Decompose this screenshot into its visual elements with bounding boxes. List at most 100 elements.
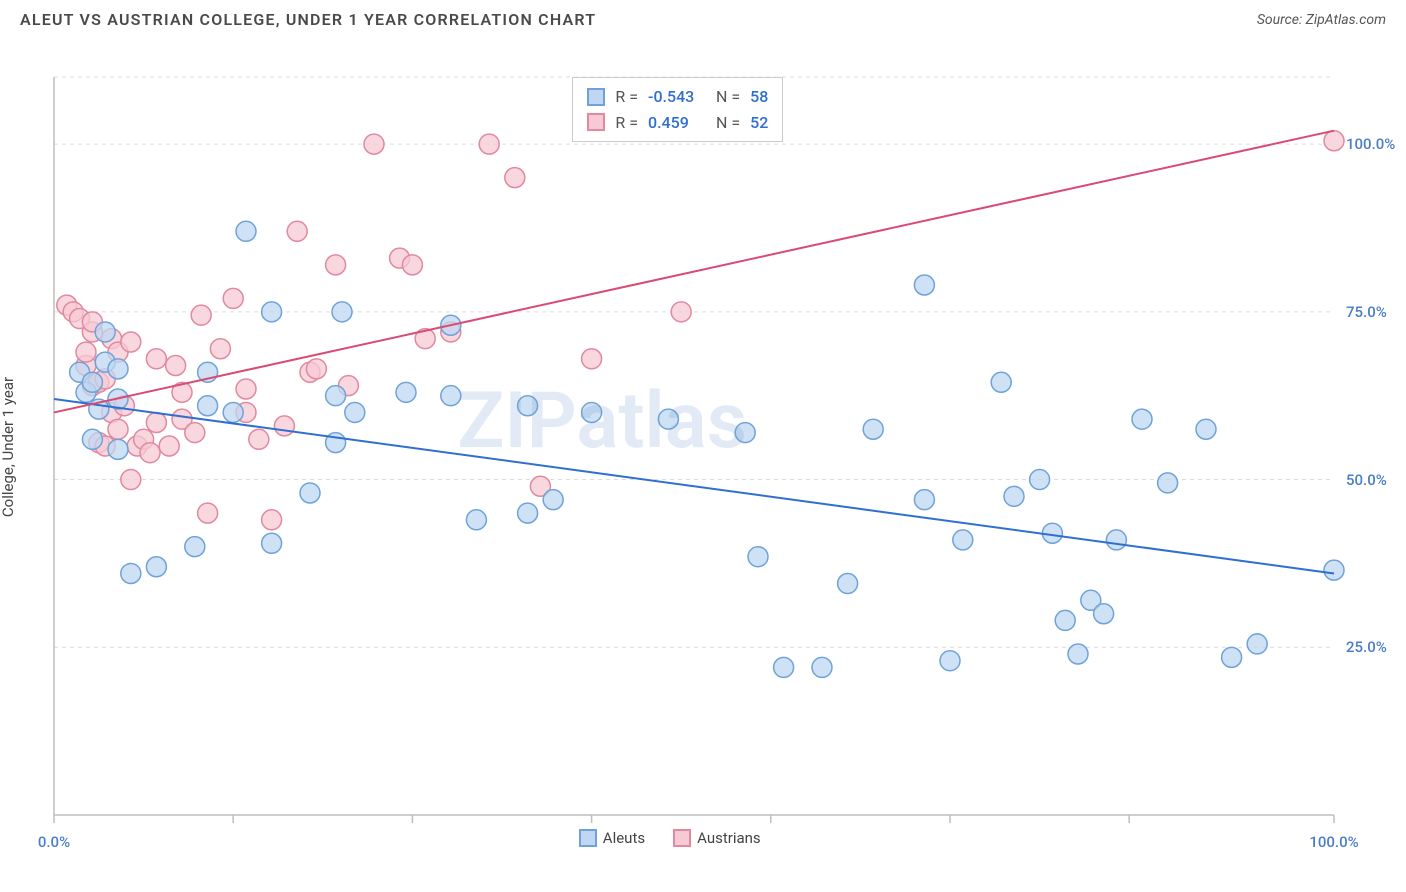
data-point	[479, 134, 499, 154]
data-point	[121, 470, 141, 490]
data-point	[82, 372, 102, 392]
data-point	[914, 490, 934, 510]
data-point	[863, 419, 883, 439]
data-point	[146, 349, 166, 369]
legend-label: Austrians	[697, 829, 761, 847]
data-point	[466, 510, 486, 530]
stats-n-value: 52	[750, 110, 768, 136]
data-point	[582, 349, 602, 369]
data-point	[262, 533, 282, 553]
data-point	[121, 332, 141, 352]
legend: Aleuts Austrians	[579, 829, 761, 847]
data-point	[326, 386, 346, 406]
data-point	[671, 302, 691, 322]
stats-row: R =-0.543N =58	[587, 84, 768, 110]
data-point	[121, 563, 141, 583]
stats-r-label: R =	[615, 110, 638, 136]
data-point	[1106, 530, 1126, 550]
legend-swatch	[673, 829, 691, 847]
data-point	[441, 386, 461, 406]
data-point	[543, 490, 563, 510]
y-tick-label: 75.0%	[1346, 303, 1387, 321]
stats-r-value: 0.459	[648, 110, 706, 136]
stats-row: R = 0.459 N = 52	[587, 110, 768, 136]
legend-item: Austrians	[673, 829, 761, 847]
data-point	[236, 221, 256, 241]
data-point	[332, 302, 352, 322]
data-point	[198, 503, 218, 523]
data-point	[953, 530, 973, 550]
stats-n-label: N =	[716, 110, 740, 136]
stats-r-value: -0.543	[648, 84, 706, 110]
data-point	[274, 416, 294, 436]
data-point	[1068, 644, 1088, 664]
data-point	[345, 402, 365, 422]
stats-r-label: R =	[615, 84, 638, 110]
data-point	[146, 557, 166, 577]
data-point	[774, 657, 794, 677]
x-tick-label: 100.0%	[1309, 833, 1358, 851]
data-point	[991, 372, 1011, 392]
data-point	[223, 402, 243, 422]
legend-label: Aleuts	[603, 829, 645, 847]
source-label: Source: ZipAtlas.com	[1257, 12, 1386, 28]
data-point	[76, 342, 96, 362]
data-point	[812, 657, 832, 677]
data-point	[658, 409, 678, 429]
data-point	[838, 574, 858, 594]
data-point	[748, 547, 768, 567]
data-point	[402, 255, 422, 275]
data-point	[364, 134, 384, 154]
data-point	[1055, 610, 1075, 630]
data-point	[287, 221, 307, 241]
data-point	[582, 402, 602, 422]
legend-swatch	[579, 829, 597, 847]
data-point	[249, 429, 269, 449]
y-tick-label: 100.0%	[1346, 135, 1395, 153]
data-point	[1030, 470, 1050, 490]
data-point	[914, 275, 934, 295]
data-point	[223, 288, 243, 308]
data-point	[1196, 419, 1216, 439]
data-point	[82, 429, 102, 449]
chart-title: ALEUT VS AUSTRIAN COLLEGE, UNDER 1 YEAR …	[20, 10, 596, 29]
data-point	[262, 510, 282, 530]
data-point	[1004, 486, 1024, 506]
data-point	[940, 651, 960, 671]
stats-swatch	[587, 88, 605, 106]
data-point	[1132, 409, 1152, 429]
data-point	[159, 436, 179, 456]
trend-line	[54, 131, 1334, 413]
data-point	[236, 379, 256, 399]
data-point	[108, 419, 128, 439]
data-point	[108, 439, 128, 459]
data-point	[300, 483, 320, 503]
x-tick-label: 0.0%	[38, 833, 70, 851]
data-point	[108, 359, 128, 379]
y-tick-label: 25.0%	[1346, 638, 1387, 656]
legend-item: Aleuts	[579, 829, 645, 847]
chart-header: ALEUT VS AUSTRIAN COLLEGE, UNDER 1 YEAR …	[0, 0, 1406, 37]
data-point	[140, 443, 160, 463]
data-point	[1324, 131, 1344, 151]
data-point	[518, 396, 538, 416]
data-point	[166, 355, 186, 375]
data-point	[306, 359, 326, 379]
stats-n-label: N =	[716, 84, 740, 110]
data-point	[1324, 560, 1344, 580]
data-point	[1247, 634, 1267, 654]
data-point	[396, 382, 416, 402]
data-point	[191, 305, 211, 325]
y-tick-label: 50.0%	[1346, 471, 1387, 489]
scatter-plot: College, Under 1 year ZIPatlas25.0%50.0%…	[0, 37, 1406, 857]
data-point	[185, 423, 205, 443]
data-point	[326, 255, 346, 275]
data-point	[518, 503, 538, 523]
data-point	[210, 339, 230, 359]
data-point	[198, 396, 218, 416]
data-point	[185, 537, 205, 557]
stats-box: R =-0.543N =58R =0.459N =52	[572, 77, 783, 142]
stats-swatch	[587, 113, 605, 131]
data-point	[262, 302, 282, 322]
data-point	[1094, 604, 1114, 624]
